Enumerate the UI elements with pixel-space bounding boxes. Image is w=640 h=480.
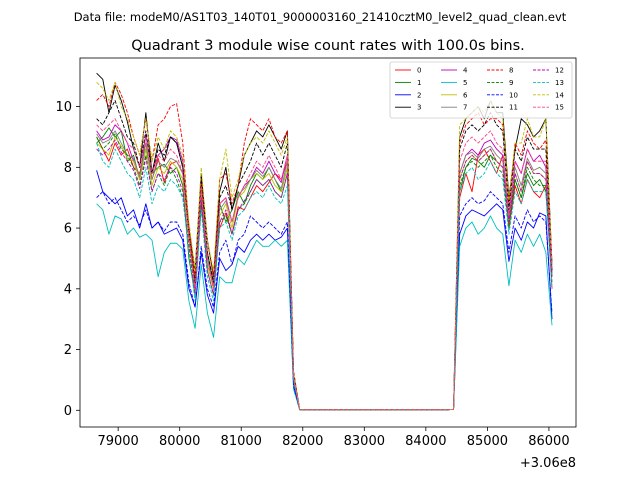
legend-label-8: 8 [509,67,513,75]
legend-box [389,61,573,119]
legend-label-5: 5 [463,79,467,87]
y-tick-label: 6 [64,222,72,237]
x-tick-label: 86000 [528,434,569,449]
y-tick-label: 0 [64,404,72,419]
legend-label-2: 2 [417,91,421,99]
legend-label-1: 1 [417,79,421,87]
legend-label-9: 9 [509,79,513,87]
x-tick-label: 85000 [467,434,508,449]
legend-label-11: 11 [509,104,518,112]
x-tick-label: 84000 [405,434,446,449]
legend-label-6: 6 [463,91,468,99]
legend-label-3: 3 [417,104,421,112]
y-tick-label: 10 [55,100,72,115]
y-axis: 0 2 4 6 8 10 [55,100,80,419]
legend-label-12: 12 [555,67,564,75]
x-tick-label: 83000 [344,434,385,449]
x-tick-label: 82000 [282,434,323,449]
series-line-15 [96,118,553,411]
x-tick-label: 79000 [97,434,138,449]
legend-label-10: 10 [509,91,518,99]
legend-label-7: 7 [463,104,467,112]
legend-label-0: 0 [417,67,421,75]
plot-background [80,58,576,427]
legend-label-4: 4 [463,67,468,75]
plot-frame [79,57,577,428]
legend-label-14: 14 [555,91,564,99]
chart-title: Quadrant 3 module wise count rates with … [131,38,525,54]
legend-label-15: 15 [555,104,564,112]
x-offset-label: +3.06e8 [520,456,576,471]
x-tick-label: 81000 [221,434,262,449]
series-layer [96,72,553,411]
x-tick-label: 80000 [159,434,200,449]
series-line-9 [96,133,553,411]
chart-suptitle: Data file: modeM0/AS1T03_140T01_90000031… [74,10,567,24]
x-axis: 79000 80000 81000 82000 83000 84000 85000 86000 [97,427,570,449]
y-tick-label: 2 [64,343,72,358]
y-tick-label: 4 [64,282,72,297]
legend-label-13: 13 [555,79,564,87]
y-tick-label: 8 [64,161,72,176]
